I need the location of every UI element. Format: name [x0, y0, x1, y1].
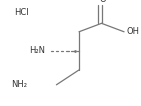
- Text: NH₂: NH₂: [11, 80, 27, 89]
- Text: H₂N: H₂N: [29, 46, 45, 55]
- Text: O: O: [100, 0, 106, 4]
- Text: HCl: HCl: [14, 8, 29, 17]
- Text: OH: OH: [127, 27, 140, 36]
